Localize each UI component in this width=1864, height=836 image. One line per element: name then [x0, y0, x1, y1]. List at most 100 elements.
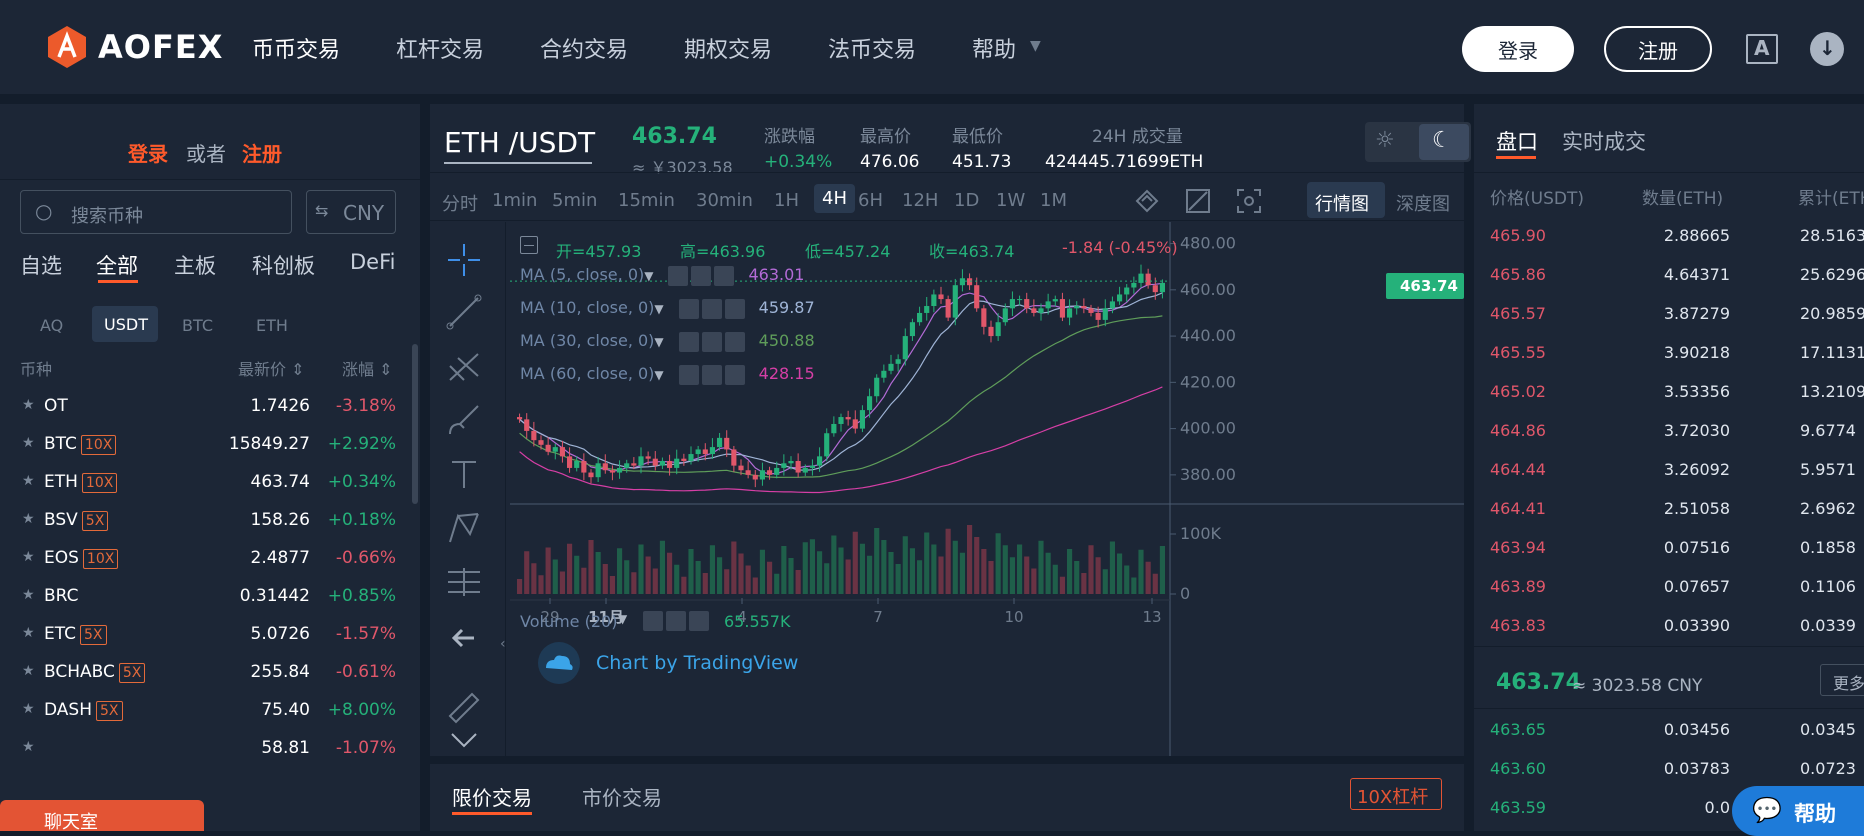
- brand-logo[interactable]: AOFEX: [44, 24, 223, 70]
- nav-contract[interactable]: 合约交易: [540, 38, 629, 63]
- coin-row[interactable]: ★ EOS 10X 2.4877 -0.66%: [0, 536, 400, 581]
- nav-fiat[interactable]: 法币交易: [828, 38, 917, 63]
- scrollbar[interactable]: [412, 344, 418, 504]
- help-button[interactable]: 💬 帮助: [1732, 786, 1864, 836]
- collapse-legend-icon[interactable]: [520, 236, 538, 254]
- subtab-usdt-bg[interactable]: USDT: [92, 306, 158, 342]
- tab-market-order[interactable]: 市价交易: [582, 786, 662, 810]
- crosshair-icon[interactable]: [444, 240, 484, 280]
- coin-row[interactable]: ★ BRC 0.31442 +0.85%: [0, 574, 400, 619]
- brush-icon[interactable]: [444, 400, 484, 440]
- back-arrow-icon[interactable]: [444, 618, 484, 658]
- timeframe-1D[interactable]: 1D: [954, 190, 980, 211]
- translate-icon[interactable]: A: [1746, 34, 1778, 64]
- ask-row[interactable]: 463.94 0.07516 0.1858: [1474, 528, 1864, 567]
- nav-spot[interactable]: 币币交易: [252, 38, 341, 63]
- timeframe-分时[interactable]: 分时: [442, 194, 478, 215]
- star-icon[interactable]: ★: [22, 587, 35, 603]
- coin-row[interactable]: ★ ETC 5X 5.0726 -1.57%: [0, 612, 400, 657]
- tab-limit-order[interactable]: 限价交易: [452, 786, 532, 810]
- timeframe-4H[interactable]: 4H: [814, 184, 855, 213]
- trend-line-icon[interactable]: [444, 292, 484, 332]
- collapse-toolbar-icon[interactable]: ‹: [500, 636, 506, 652]
- ask-row[interactable]: 465.86 4.64371 25.6296: [1474, 255, 1864, 294]
- tab-main[interactable]: 主板: [174, 254, 216, 278]
- subtab-eth[interactable]: ETH: [256, 316, 288, 335]
- left-login-link[interactable]: 登录: [128, 142, 168, 166]
- nav-help[interactable]: 帮助: [972, 38, 1017, 63]
- screenshot-icon[interactable]: [1234, 186, 1264, 216]
- chatroom-button[interactable]: 聊天室: [0, 800, 204, 833]
- theme-toggle[interactable]: ☼ ☾: [1365, 122, 1471, 162]
- bid-row[interactable]: 463.60 0.03783 0.0723: [1474, 749, 1864, 788]
- ma-controls[interactable]: [676, 298, 745, 319]
- timeframe-1M[interactable]: 1M: [1040, 190, 1067, 211]
- ruler-icon[interactable]: [444, 686, 484, 726]
- star-icon[interactable]: ★: [22, 511, 35, 527]
- coin-row[interactable]: ★ OT 1.7426 -3.18%: [0, 384, 400, 429]
- chevron-down-icon[interactable]: ▼: [654, 368, 664, 382]
- download-icon[interactable]: ↓: [1810, 32, 1844, 66]
- nav-margin[interactable]: 杠杆交易: [396, 38, 485, 63]
- timeframe-12H[interactable]: 12H: [902, 190, 939, 211]
- star-icon[interactable]: ★: [22, 549, 35, 565]
- star-icon[interactable]: ★: [22, 435, 35, 451]
- ask-row[interactable]: 465.55 3.90218 17.1131: [1474, 333, 1864, 372]
- measure-icon[interactable]: [444, 562, 484, 602]
- tab-all[interactable]: 全部: [96, 254, 138, 278]
- timeframe-6H[interactable]: 6H: [858, 190, 883, 211]
- coin-row[interactable]: ★ BCHABC 5X 255.84 -0.61%: [0, 650, 400, 695]
- price-chart[interactable]: 480.00 460.00 440.00 420.00 400.00 380.00 100K…: [510, 222, 1464, 756]
- more-button[interactable]: 更多: [1820, 664, 1864, 696]
- chevron-down-icon[interactable]: ▼: [654, 302, 664, 316]
- star-icon[interactable]: ★: [22, 397, 35, 413]
- compare-icon[interactable]: [1183, 186, 1213, 216]
- text-tool-icon[interactable]: [444, 454, 484, 494]
- indicator-icon[interactable]: [1132, 186, 1162, 216]
- timeframe-1H[interactable]: 1H: [774, 190, 799, 211]
- chevron-down-icon[interactable]: ▼: [1030, 38, 1041, 54]
- ask-row[interactable]: 463.83 0.03390 0.0339: [1474, 606, 1864, 645]
- nav-options[interactable]: 期权交易: [684, 38, 773, 63]
- col-price[interactable]: 最新价 ⇕: [238, 360, 305, 379]
- chevron-down-icon[interactable]: ▼: [618, 612, 628, 626]
- tab-defi[interactable]: DeFi: [350, 250, 396, 274]
- leverage-badge[interactable]: 10X杠杆: [1350, 778, 1442, 810]
- currency-toggle[interactable]: ⇆ CNY: [306, 190, 396, 234]
- login-button[interactable]: 登录: [1462, 26, 1574, 72]
- star-icon[interactable]: ★: [22, 739, 35, 755]
- coin-row[interactable]: ★ DASH 5X 75.40 +8.00%: [0, 688, 400, 733]
- timeframe-15min[interactable]: 15min: [618, 190, 675, 211]
- tradingview-watermark[interactable]: Chart by TradingView: [596, 652, 799, 674]
- coin-row[interactable]: ★ 58.81 -1.07%: [0, 726, 400, 771]
- tab-orderbook[interactable]: 盘口: [1496, 130, 1538, 154]
- chevron-down-icon[interactable]: ▼: [644, 269, 654, 283]
- ask-row[interactable]: 465.90 2.88665 28.5163: [1474, 216, 1864, 255]
- tab-kline-chart[interactable]: 行情图: [1307, 182, 1385, 218]
- register-button[interactable]: 注册: [1604, 26, 1712, 72]
- pattern-icon[interactable]: [444, 508, 484, 548]
- ask-row[interactable]: 464.44 3.26092 5.9571: [1474, 450, 1864, 489]
- search-input[interactable]: ○ 搜索币种: [20, 190, 292, 234]
- timeframe-30min[interactable]: 30min: [696, 190, 753, 211]
- fib-tool-icon[interactable]: [444, 346, 484, 386]
- subtab-aq[interactable]: AQ: [40, 316, 64, 335]
- star-icon[interactable]: ★: [22, 625, 35, 641]
- chevron-down-icon[interactable]: ▼: [654, 335, 664, 349]
- tab-trades[interactable]: 实时成交: [1562, 130, 1646, 154]
- timeframe-1min[interactable]: 1min: [492, 190, 538, 211]
- coin-row[interactable]: ★ BSV 5X 158.26 +0.18%: [0, 498, 400, 543]
- timeframe-1W[interactable]: 1W: [996, 190, 1026, 211]
- ask-row[interactable]: 465.02 3.53356 13.2109: [1474, 372, 1864, 411]
- ask-row[interactable]: 464.41 2.51058 2.6962: [1474, 489, 1864, 528]
- timeframe-5min[interactable]: 5min: [552, 190, 598, 211]
- ma-controls[interactable]: [676, 331, 745, 352]
- ask-row[interactable]: 465.57 3.87279 20.9859: [1474, 294, 1864, 333]
- star-icon[interactable]: ★: [22, 473, 35, 489]
- coin-row[interactable]: ★ BTC 10X 15849.27 +2.92%: [0, 422, 400, 467]
- volume-controls[interactable]: [640, 610, 709, 631]
- col-change[interactable]: 涨幅 ⇕: [342, 360, 393, 379]
- tab-star[interactable]: 科创板: [252, 254, 315, 278]
- star-icon[interactable]: ★: [22, 701, 35, 717]
- bid-row[interactable]: 463.65 0.03456 0.0345: [1474, 710, 1864, 749]
